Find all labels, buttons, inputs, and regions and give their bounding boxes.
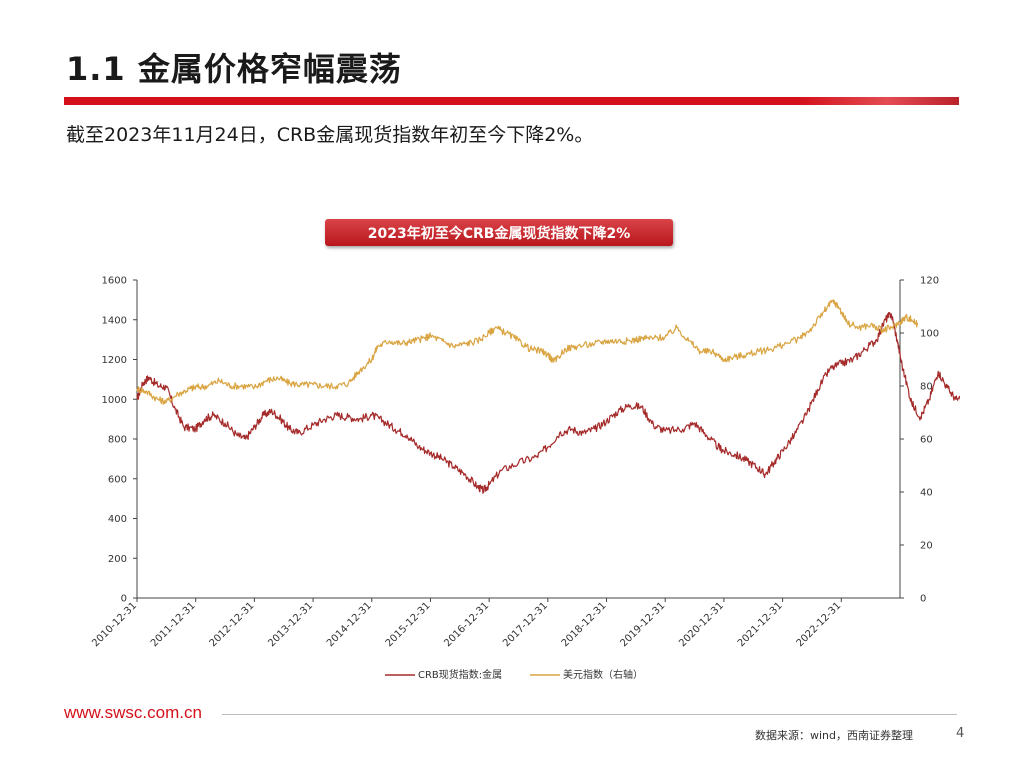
legend-label-crb: CRB现货指数:金属 xyxy=(418,668,502,681)
left-y-tick-label: 800 xyxy=(108,435,127,446)
x-tick-label: 2014-12-31 xyxy=(325,600,374,649)
series-lines xyxy=(136,299,960,494)
left-y-tick-label: 1600 xyxy=(102,276,127,287)
legend-label-usd: 美元指数（右轴） xyxy=(563,668,643,681)
left-y-ticks: 0 200 400 600 800 1000 1200 1400 1600 xyxy=(102,276,137,605)
footer-divider xyxy=(222,714,957,715)
series-line-crb-metals xyxy=(136,312,960,494)
right-y-tick-label: 40 xyxy=(920,488,933,499)
x-tick-label: 2010-12-31 xyxy=(90,600,139,649)
x-tick-label: 2020-12-31 xyxy=(677,600,726,649)
x-tick-label: 2018-12-31 xyxy=(560,600,609,649)
chart-title-banner: 2023年初至今CRB金属现货指数下降2% xyxy=(325,219,673,246)
left-y-tick-label: 1000 xyxy=(102,395,127,406)
x-tick-label: 2011-12-31 xyxy=(149,600,198,649)
footer-url[interactable]: www.swsc.com.cn xyxy=(64,703,202,722)
x-tick-label: 2017-12-31 xyxy=(501,600,550,649)
left-y-tick-label: 600 xyxy=(108,474,127,485)
page-number: 4 xyxy=(956,726,965,741)
chart-title-text: 2023年初至今CRB金属现货指数下降2% xyxy=(367,225,631,242)
right-y-tick-label: 120 xyxy=(920,276,939,287)
x-tick-label: 2012-12-31 xyxy=(208,600,257,649)
left-y-tick-label: 1400 xyxy=(102,315,127,326)
title-underline-bar xyxy=(64,97,959,105)
x-ticks: 2010-12-31 2011-12-31 2012-12-31 2013-12-31… xyxy=(90,598,843,649)
left-y-tick-label: 1200 xyxy=(102,355,127,366)
left-y-tick-label: 0 xyxy=(121,594,127,605)
page-subtitle: 截至2023年11月24日，CRB金属现货指数年初至今下降2%。 xyxy=(66,124,594,146)
right-y-tick-label: 100 xyxy=(920,329,939,340)
x-tick-label: 2021-12-31 xyxy=(736,600,785,649)
series-line-usd-index xyxy=(136,299,919,405)
right-y-tick-label: 80 xyxy=(920,382,933,393)
data-source-note: 数据来源：wind，西南证券整理 xyxy=(755,729,914,742)
chart-container: 0 200 400 600 800 1000 1200 1400 1600 0 20 40 60 80 1… xyxy=(60,263,960,693)
x-tick-label: 2019-12-31 xyxy=(618,600,667,649)
x-tick-label: 2016-12-31 xyxy=(442,600,491,649)
x-tick-label: 2015-12-31 xyxy=(384,600,433,649)
right-y-tick-label: 20 xyxy=(920,541,933,552)
line-chart: 0 200 400 600 800 1000 1200 1400 1600 0 20 40 60 80 1… xyxy=(90,276,960,681)
right-y-tick-label: 0 xyxy=(920,594,926,605)
right-y-tick-label: 60 xyxy=(920,435,933,446)
x-tick-label: 2013-12-31 xyxy=(266,600,315,649)
legend: CRB现货指数:金属 美元指数（右轴） xyxy=(385,668,643,681)
right-y-ticks: 0 20 40 60 80 100 120 xyxy=(900,276,939,605)
x-tick-label: 2022-12-31 xyxy=(795,600,844,649)
page-title: 1.1 金属价格窄幅震荡 xyxy=(66,50,402,88)
left-y-tick-label: 200 xyxy=(108,554,127,565)
left-y-tick-label: 400 xyxy=(108,514,127,525)
